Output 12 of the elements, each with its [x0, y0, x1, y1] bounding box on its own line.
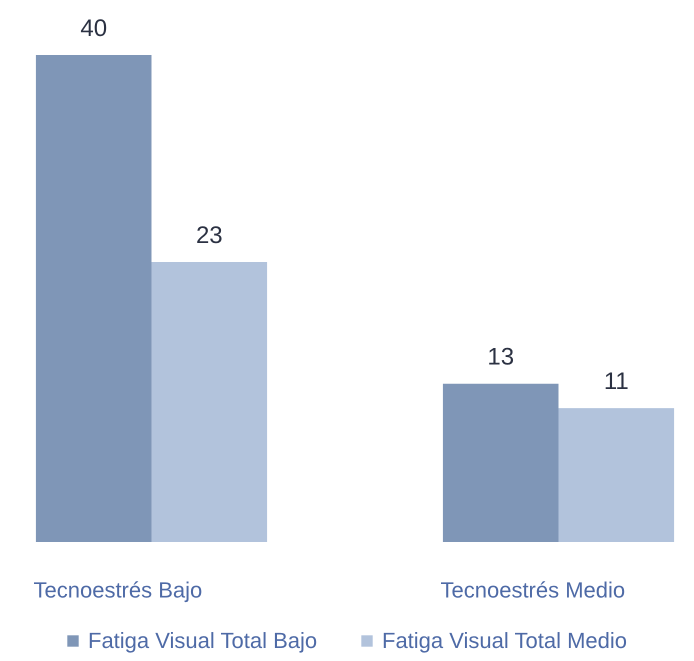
data-label: 11 — [604, 368, 629, 396]
bar — [152, 262, 268, 542]
bar — [442, 384, 558, 542]
bar — [558, 408, 674, 542]
x-tick-label: Tecnoestrés Medio — [440, 578, 626, 602]
data-label: 23 — [196, 222, 223, 249]
data-label: 13 — [487, 344, 514, 371]
legend-label: Fatiga Visual Total Bajo — [88, 628, 318, 653]
x-tick-label: Tecnoestrés Bajo — [34, 578, 202, 602]
bar — [36, 55, 152, 542]
legend-label: Fatiga Visual Total Medio — [382, 628, 627, 653]
data-label: 40 — [80, 15, 108, 42]
